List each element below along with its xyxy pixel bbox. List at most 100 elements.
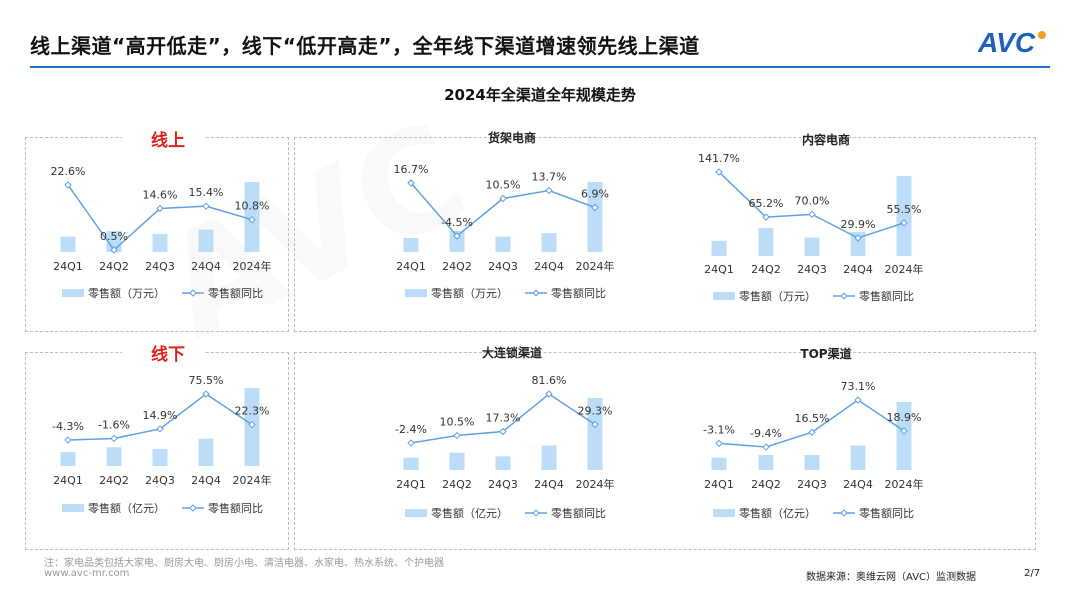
online-section-label: 线上 [151,130,185,151]
offline-tick-label-2: 24Q3 [145,474,175,487]
shelf-data-label-4: 6.9% [581,188,609,201]
top-data-label-2: 16.5% [795,412,830,425]
content-legend-bar-icon [713,292,735,300]
offline-bar-3 [198,438,214,466]
chain-bar-3 [541,445,557,470]
offline-bar-0 [60,451,76,466]
offline-legend-line-label: 零售额同比 [208,501,263,515]
chain-tick-label-1: 24Q2 [442,478,472,491]
top-legend-line-label: 零售额同比 [859,506,914,520]
offline-legend-bar-icon [62,504,84,512]
online-tick-label-2: 24Q3 [145,260,175,273]
content-point-3 [854,234,862,242]
offline-channels-panel [294,352,1036,550]
online-point-3 [202,202,210,210]
top-legend-marker-icon [840,509,848,517]
offline-tick-label-3: 24Q4 [191,474,221,487]
offline-label-bg [122,341,204,367]
content-point-1 [762,213,770,221]
online-data-label-3: 15.4% [189,186,224,199]
content-chart-title: 内容电商 [802,132,850,147]
chain-chart: 大连锁渠道 -2.4% 10.5% 17.3% 81.6% 29.3% 24Q1 24Q2 24… [395,345,614,520]
content-chart: 内容电商 141.7% 65.2% 70.0% 29.9% 55.5% 24Q1 24Q2 24… [698,132,923,303]
shelf-point-0 [407,179,415,187]
top-bar-1 [758,455,774,470]
content-point-2 [808,210,816,219]
content-tick-label-1: 24Q2 [751,263,781,276]
content-legend-bar-label: 零售额（万元） [739,289,816,303]
chain-point-3 [545,390,553,398]
shelf-legend-bar-label: 零售额（万元） [431,286,508,300]
online-tick-label-3: 24Q4 [191,260,221,273]
online-tick-label-1: 24Q2 [99,260,129,273]
shelf-data-label-0: 16.7% [394,163,429,176]
online-legend-line-label: 零售额同比 [208,286,263,300]
shelf-bar-2 [495,236,511,252]
top-bar-0 [711,457,727,470]
chain-legend-line-label: 零售额同比 [551,506,606,520]
online-data-label-4: 10.8% [235,200,270,213]
chain-data-label-1: 10.5% [440,415,475,428]
content-bar-0 [711,240,727,256]
content-data-label-3: 29.9% [841,218,876,231]
online-legend-bar-icon [62,289,84,297]
chain-tick-label-2: 24Q3 [488,478,518,491]
content-data-label-1: 65.2% [749,197,784,210]
online-label-bg [122,126,204,152]
online-legend-bar-label: 零售额（万元） [88,286,165,300]
offline-point-0 [64,436,72,444]
top-bar-2 [804,455,820,470]
footnote: 注：家电品类包括大家电、厨房大电、厨房小电、清洁电器、水家电、热水系统、个护电器 [44,558,444,569]
chain-data-label-3: 81.6% [532,374,567,387]
content-legend-marker-icon [840,292,848,300]
chain-bar-1 [449,452,465,470]
chain-data-label-4: 29.3% [578,405,613,418]
chain-legend-bar-label: 零售额（亿元） [431,506,508,520]
chain-bar-0 [403,457,419,470]
offline-bar-2 [152,448,168,466]
chain-point-4 [591,420,599,429]
online-legend-marker-icon [189,289,197,297]
online-data-label-0: 22.6% [51,165,86,178]
top-legend-bar-icon [713,509,735,517]
chain-legend-bar-icon [405,509,427,517]
offline-bar-1 [106,447,122,466]
online-bar-2 [152,233,168,252]
online-data-label-1: 0.5% [100,230,128,243]
content-tick-label-0: 24Q1 [704,263,734,276]
online-point-4 [248,215,256,224]
offline-point-2 [156,425,164,433]
shelf-bar-1 [449,231,465,252]
top-bar-4 [896,402,912,470]
offline-legend-marker-icon [189,504,197,512]
page-title: 线上渠道“高开低走”，线下“低开高走”，全年线下渠道增速领先线上渠道 [30,34,700,58]
top-legend-bar-label: 零售额（亿元） [739,506,816,520]
chain-point-0 [407,439,415,447]
top-bar-3 [850,445,866,470]
content-bar-1 [758,228,774,256]
offline-data-label-3: 75.5% [189,374,224,387]
shelf-data-label-3: 13.7% [532,171,567,184]
shelf-bar-4 [587,182,603,252]
online-channels-panel [294,137,1036,332]
online-tick-label-0: 24Q1 [53,260,83,273]
online-point-0 [64,181,72,189]
chain-legend-marker-icon [532,509,540,517]
top-tick-label-1: 24Q2 [751,478,781,491]
offline-section-label: 线下 [151,344,185,365]
chain-point-1 [453,431,461,440]
online-tick-label-4: 2024年 [233,259,272,273]
chain-point-2 [499,427,507,436]
offline-data-label-2: 14.9% [143,409,178,422]
shelf-legend-line-label: 零售额同比 [551,286,606,300]
offline-point-3 [202,390,210,398]
top-tick-label-2: 24Q3 [797,478,827,491]
top-data-label-3: 73.1% [841,380,876,393]
online-point-2 [156,204,164,213]
shelf-legend-marker-icon [532,289,540,297]
chain-tick-label-4: 2024年 [576,477,615,491]
online-bar-3 [198,229,214,252]
online-point-1 [110,246,118,254]
offline-tick-label-0: 24Q1 [53,474,83,487]
chain-data-label-0: -2.4% [395,423,427,436]
